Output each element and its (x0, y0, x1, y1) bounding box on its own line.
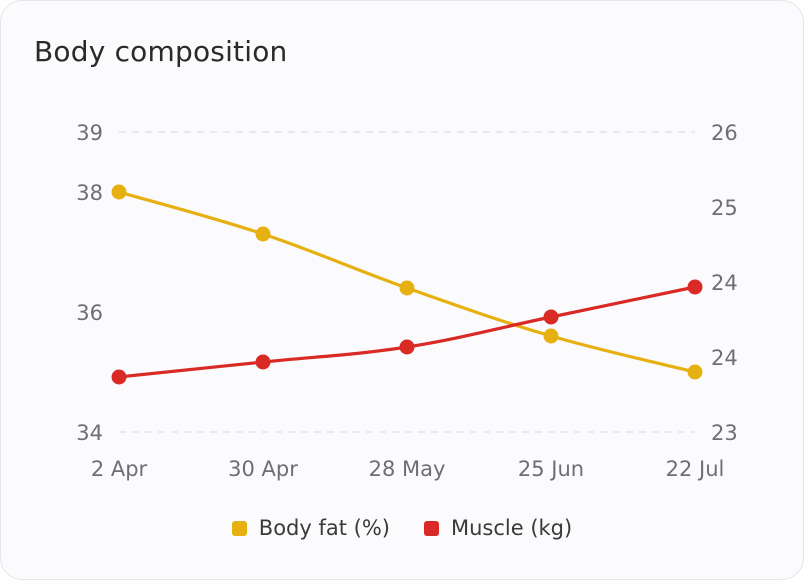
y-left-tick-label: 34 (76, 421, 103, 445)
chart-title: Body composition (34, 35, 288, 68)
x-tick-label: 2 Apr (91, 457, 148, 481)
data-point-muscle (255, 354, 271, 370)
data-point-muscle (111, 369, 127, 385)
data-point-body-fat (255, 226, 271, 242)
y-right-tick-label: 25 (711, 196, 738, 220)
data-point-body-fat (543, 328, 559, 344)
y-right-tick-label: 24 (711, 346, 738, 370)
y-left-tick-label: 36 (76, 301, 103, 325)
series-line-muscle (117, 285, 697, 379)
y-right-tick-label: 23 (711, 421, 738, 445)
data-point-body-fat (111, 184, 127, 200)
chart-legend: Body fat (%) Muscle (kg) (0, 516, 804, 540)
data-point-body-fat (399, 280, 415, 296)
x-tick-label: 25 Jun (518, 457, 584, 481)
y-left-tick-label: 38 (76, 181, 103, 205)
legend-item-body-fat[interactable]: Body fat (%) (231, 516, 390, 540)
data-point-body-fat (687, 364, 703, 380)
x-tick-label: 28 May (369, 457, 446, 481)
legend-item-muscle[interactable]: Muscle (kg) (423, 516, 573, 540)
y-right-tick-label: 24 (711, 271, 738, 295)
y-right-tick-label: 26 (711, 121, 738, 145)
legend-swatch-muscle (423, 520, 439, 536)
data-point-muscle (543, 309, 559, 325)
x-tick-label: 30 Apr (228, 457, 298, 481)
y-left-tick-label: 39 (76, 121, 103, 145)
x-tick-label: 22 Jul (666, 457, 725, 481)
legend-swatch-body-fat (231, 520, 247, 536)
data-point-muscle (687, 279, 703, 295)
legend-label-muscle: Muscle (kg) (450, 516, 573, 540)
data-point-muscle (399, 339, 415, 355)
legend-label-body-fat: Body fat (%) (258, 516, 390, 540)
